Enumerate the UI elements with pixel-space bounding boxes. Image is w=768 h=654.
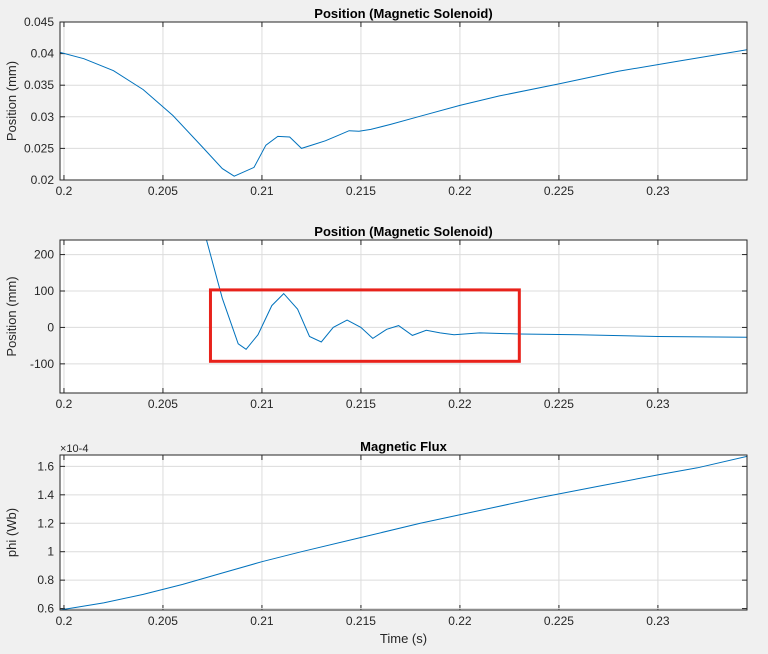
y-tick-label: 1 [47, 545, 54, 559]
x-tick-label: 0.21 [250, 184, 274, 198]
y-tick-label: 0.04 [31, 47, 55, 61]
y-tick-label: 100 [34, 284, 54, 298]
y-tick-label: -100 [30, 357, 54, 371]
x-tick-label: 0.22 [448, 397, 472, 411]
y-tick-label: 200 [34, 248, 54, 262]
x-tick-label: 0.215 [346, 614, 376, 628]
x-tick-label: 0.225 [544, 397, 574, 411]
series-line [206, 240, 747, 350]
y-axis-multiplier: ×10-4 [60, 443, 88, 455]
plot-area [60, 22, 747, 180]
chart-title: Magnetic Flux [360, 439, 447, 454]
chart-title: Position (Magnetic Solenoid) [314, 224, 492, 239]
y-tick-label: 0.8 [37, 573, 54, 587]
chart-panel-1: 0.2 0.205 0.21 0.215 0.22 0.225 0.23 0.02 0.025 0… [4, 6, 748, 198]
y-axis-label: Position (mm) [4, 276, 19, 356]
y-tick-label: 1.2 [37, 516, 54, 530]
y-tick-label: 0.02 [31, 173, 55, 187]
y-tick-label: 1.6 [37, 459, 54, 473]
plot-area [60, 455, 747, 610]
y-tick-label: 0 [47, 320, 54, 334]
chart-panel-2: 0.2 0.205 0.21 0.215 0.22 0.225 0.23 -100 0 100 20… [4, 224, 748, 411]
x-tick-label: 0.21 [250, 614, 274, 628]
y-tick-label: 0.035 [24, 78, 54, 92]
x-tick-label: 0.225 [544, 614, 574, 628]
y-tick-label: 0.025 [24, 141, 54, 155]
series-line [60, 49, 747, 177]
chart-title: Position (Magnetic Solenoid) [314, 6, 492, 21]
highlight-box [208, 288, 521, 363]
x-tick-label: 0.2 [56, 614, 73, 628]
x-tick-label: 0.23 [646, 614, 670, 628]
y-tick-label: 1.4 [37, 488, 54, 502]
x-tick-label: 0.215 [346, 184, 376, 198]
y-tick-label: 0.03 [31, 110, 55, 124]
x-tick-label: 0.215 [346, 397, 376, 411]
x-tick-label: 0.22 [448, 614, 472, 628]
x-tick-label: 0.22 [448, 184, 472, 198]
x-tick-label: 0.2 [56, 184, 73, 198]
y-tick-label: 0.6 [37, 602, 54, 616]
x-tick-label: 0.205 [148, 614, 178, 628]
axes-box [59, 454, 748, 611]
y-axis-label: Position (mm) [4, 61, 19, 141]
x-tick-label: 0.225 [544, 184, 574, 198]
axes-box [59, 239, 748, 394]
x-tick-label: 0.21 [250, 397, 274, 411]
x-axis-label: Time (s) [380, 631, 427, 646]
x-tick-label: 0.205 [148, 184, 178, 198]
x-tick-label: 0.23 [646, 397, 670, 411]
x-tick-label: 0.23 [646, 184, 670, 198]
x-tick-label: 0.205 [148, 397, 178, 411]
axes-box [59, 21, 748, 181]
plot-area [60, 240, 747, 393]
series-line [60, 455, 747, 610]
chart-panel-3: 0.2 0.205 0.21 0.215 0.22 0.225 0.23 0.6 0.8 1 1.2… [4, 439, 748, 646]
y-tick-label: 0.045 [24, 15, 54, 29]
x-tick-label: 0.2 [56, 397, 73, 411]
y-axis-label: phi (Wb) [4, 508, 19, 557]
